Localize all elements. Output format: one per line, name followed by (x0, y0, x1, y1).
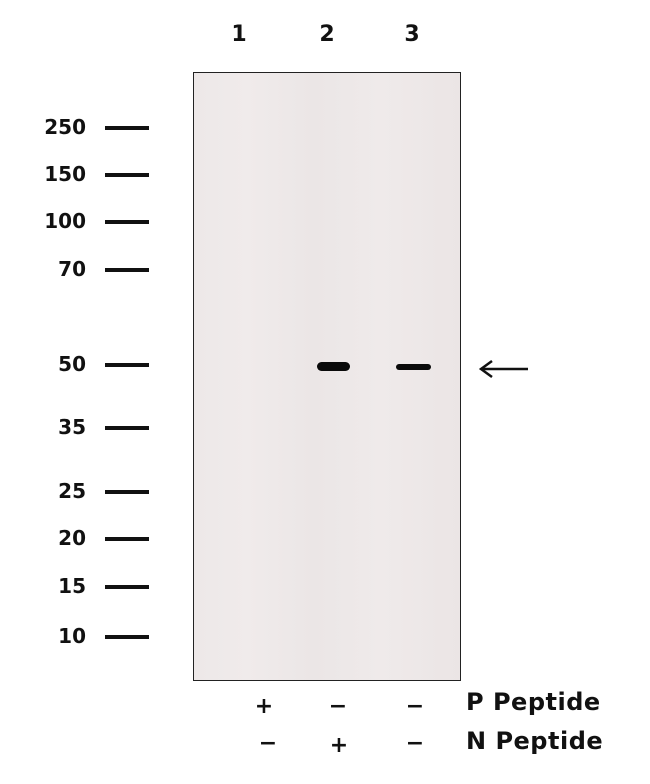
n-peptide-lane-2: + (329, 733, 349, 758)
left-arrow-icon (478, 359, 528, 379)
marker-label-25: 25 (58, 479, 86, 503)
band-lane-2 (317, 362, 350, 371)
p-peptide-label: P Peptide (466, 688, 601, 716)
marker-tick (105, 490, 149, 494)
n-peptide-label: N Peptide (466, 727, 604, 755)
marker-label-150: 150 (44, 162, 86, 186)
lane-label-1: 1 (231, 22, 247, 47)
marker-tick (105, 220, 149, 224)
marker-label-250: 250 (44, 115, 86, 139)
marker-tick (105, 585, 149, 589)
marker-label-10: 10 (58, 624, 86, 648)
marker-label-15: 15 (58, 574, 86, 598)
marker-tick (105, 268, 149, 272)
lane-label-2: 2 (319, 22, 335, 47)
marker-label-100: 100 (44, 209, 86, 233)
marker-tick (105, 363, 149, 367)
p-peptide-lane-2: − (328, 694, 348, 719)
lane-label-3: 3 (404, 22, 420, 47)
n-peptide-lane-1: − (258, 731, 278, 756)
marker-tick (105, 426, 149, 430)
marker-label-35: 35 (58, 415, 86, 439)
band-lane-3 (396, 364, 431, 370)
n-peptide-lane-3: − (405, 731, 425, 756)
marker-label-70: 70 (58, 257, 86, 281)
p-peptide-lane-3: − (405, 694, 425, 719)
marker-label-50: 50 (58, 352, 86, 376)
marker-label-20: 20 (58, 526, 86, 550)
marker-tick (105, 635, 149, 639)
p-peptide-lane-1: + (254, 694, 274, 719)
marker-tick (105, 126, 149, 130)
blot-membrane (193, 72, 461, 681)
marker-tick (105, 537, 149, 541)
marker-tick (105, 173, 149, 177)
